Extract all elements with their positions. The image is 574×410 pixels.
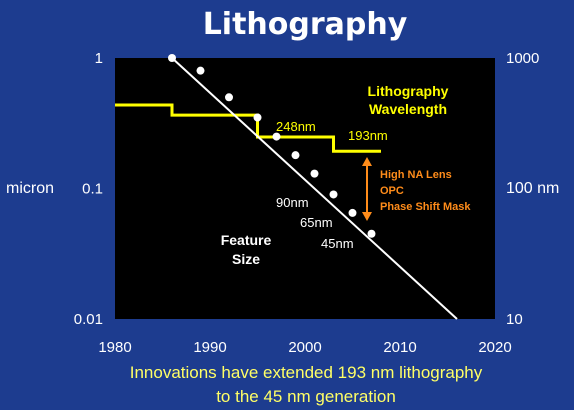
slide-title: Lithography — [203, 7, 408, 42]
y-left-tick-labels: 1 0.1 0.01 — [74, 50, 103, 328]
plot-area — [115, 58, 495, 319]
y-left-tick-label: 0.1 — [82, 181, 103, 198]
y-axis-label-right: 100 nm — [506, 180, 559, 197]
feature-size-point — [196, 66, 205, 75]
x-tick-label: 2010 — [383, 339, 416, 356]
label-45nm: 45nm — [321, 236, 354, 251]
label-193nm: 193nm — [348, 128, 388, 143]
feature-size-label-line1: Feature — [221, 232, 272, 248]
tech-high-na-lens: High NA Lens — [380, 169, 452, 181]
feature-size-point — [367, 229, 376, 238]
x-tick-label: 1980 — [98, 339, 131, 356]
feature-size-series — [168, 54, 458, 320]
wavelength-step-line — [115, 103, 381, 153]
feature-size-trend-line — [171, 57, 458, 320]
wavelength-title-line1: Lithography — [368, 83, 449, 99]
y-left-tick-label: 1 — [95, 50, 103, 67]
caption-line1: Innovations have extended 193 nm lithogr… — [130, 363, 483, 382]
y-right-tick-labels: 1000 10 — [506, 50, 539, 328]
feature-size-point — [310, 169, 319, 178]
wavelength-series — [115, 103, 381, 153]
enhancement-arrow — [362, 157, 372, 221]
y-right-tick-label: 1000 — [506, 50, 539, 67]
y-left-tick-label: 0.01 — [74, 311, 103, 328]
y-axis-label-left: micron — [6, 180, 54, 197]
feature-size-point — [253, 113, 262, 122]
feature-size-point — [272, 132, 281, 141]
x-tick-labels: 1980 1990 2000 2010 2020 — [98, 339, 511, 356]
feature-size-label-line2: Size — [232, 251, 260, 267]
x-tick-label: 2000 — [288, 339, 321, 356]
feature-size-point — [225, 93, 233, 102]
x-tick-label: 1990 — [193, 339, 226, 356]
feature-size-point — [348, 208, 357, 217]
label-248nm: 248nm — [276, 119, 316, 134]
feature-size-point — [291, 151, 300, 160]
wavelength-title-line2: Wavelength — [369, 101, 447, 117]
tech-phase-shift-mask: Phase Shift Mask — [380, 201, 471, 213]
y-right-tick-label: 10 — [506, 311, 523, 328]
x-tick-label: 2020 — [478, 339, 511, 356]
feature-size-point — [329, 190, 338, 199]
caption-line2: to the 45 nm generation — [216, 387, 396, 406]
label-65nm: 65nm — [300, 215, 333, 230]
tech-opc: OPC — [380, 185, 404, 197]
label-90nm: 90nm — [276, 195, 309, 210]
feature-size-point — [168, 54, 176, 62]
